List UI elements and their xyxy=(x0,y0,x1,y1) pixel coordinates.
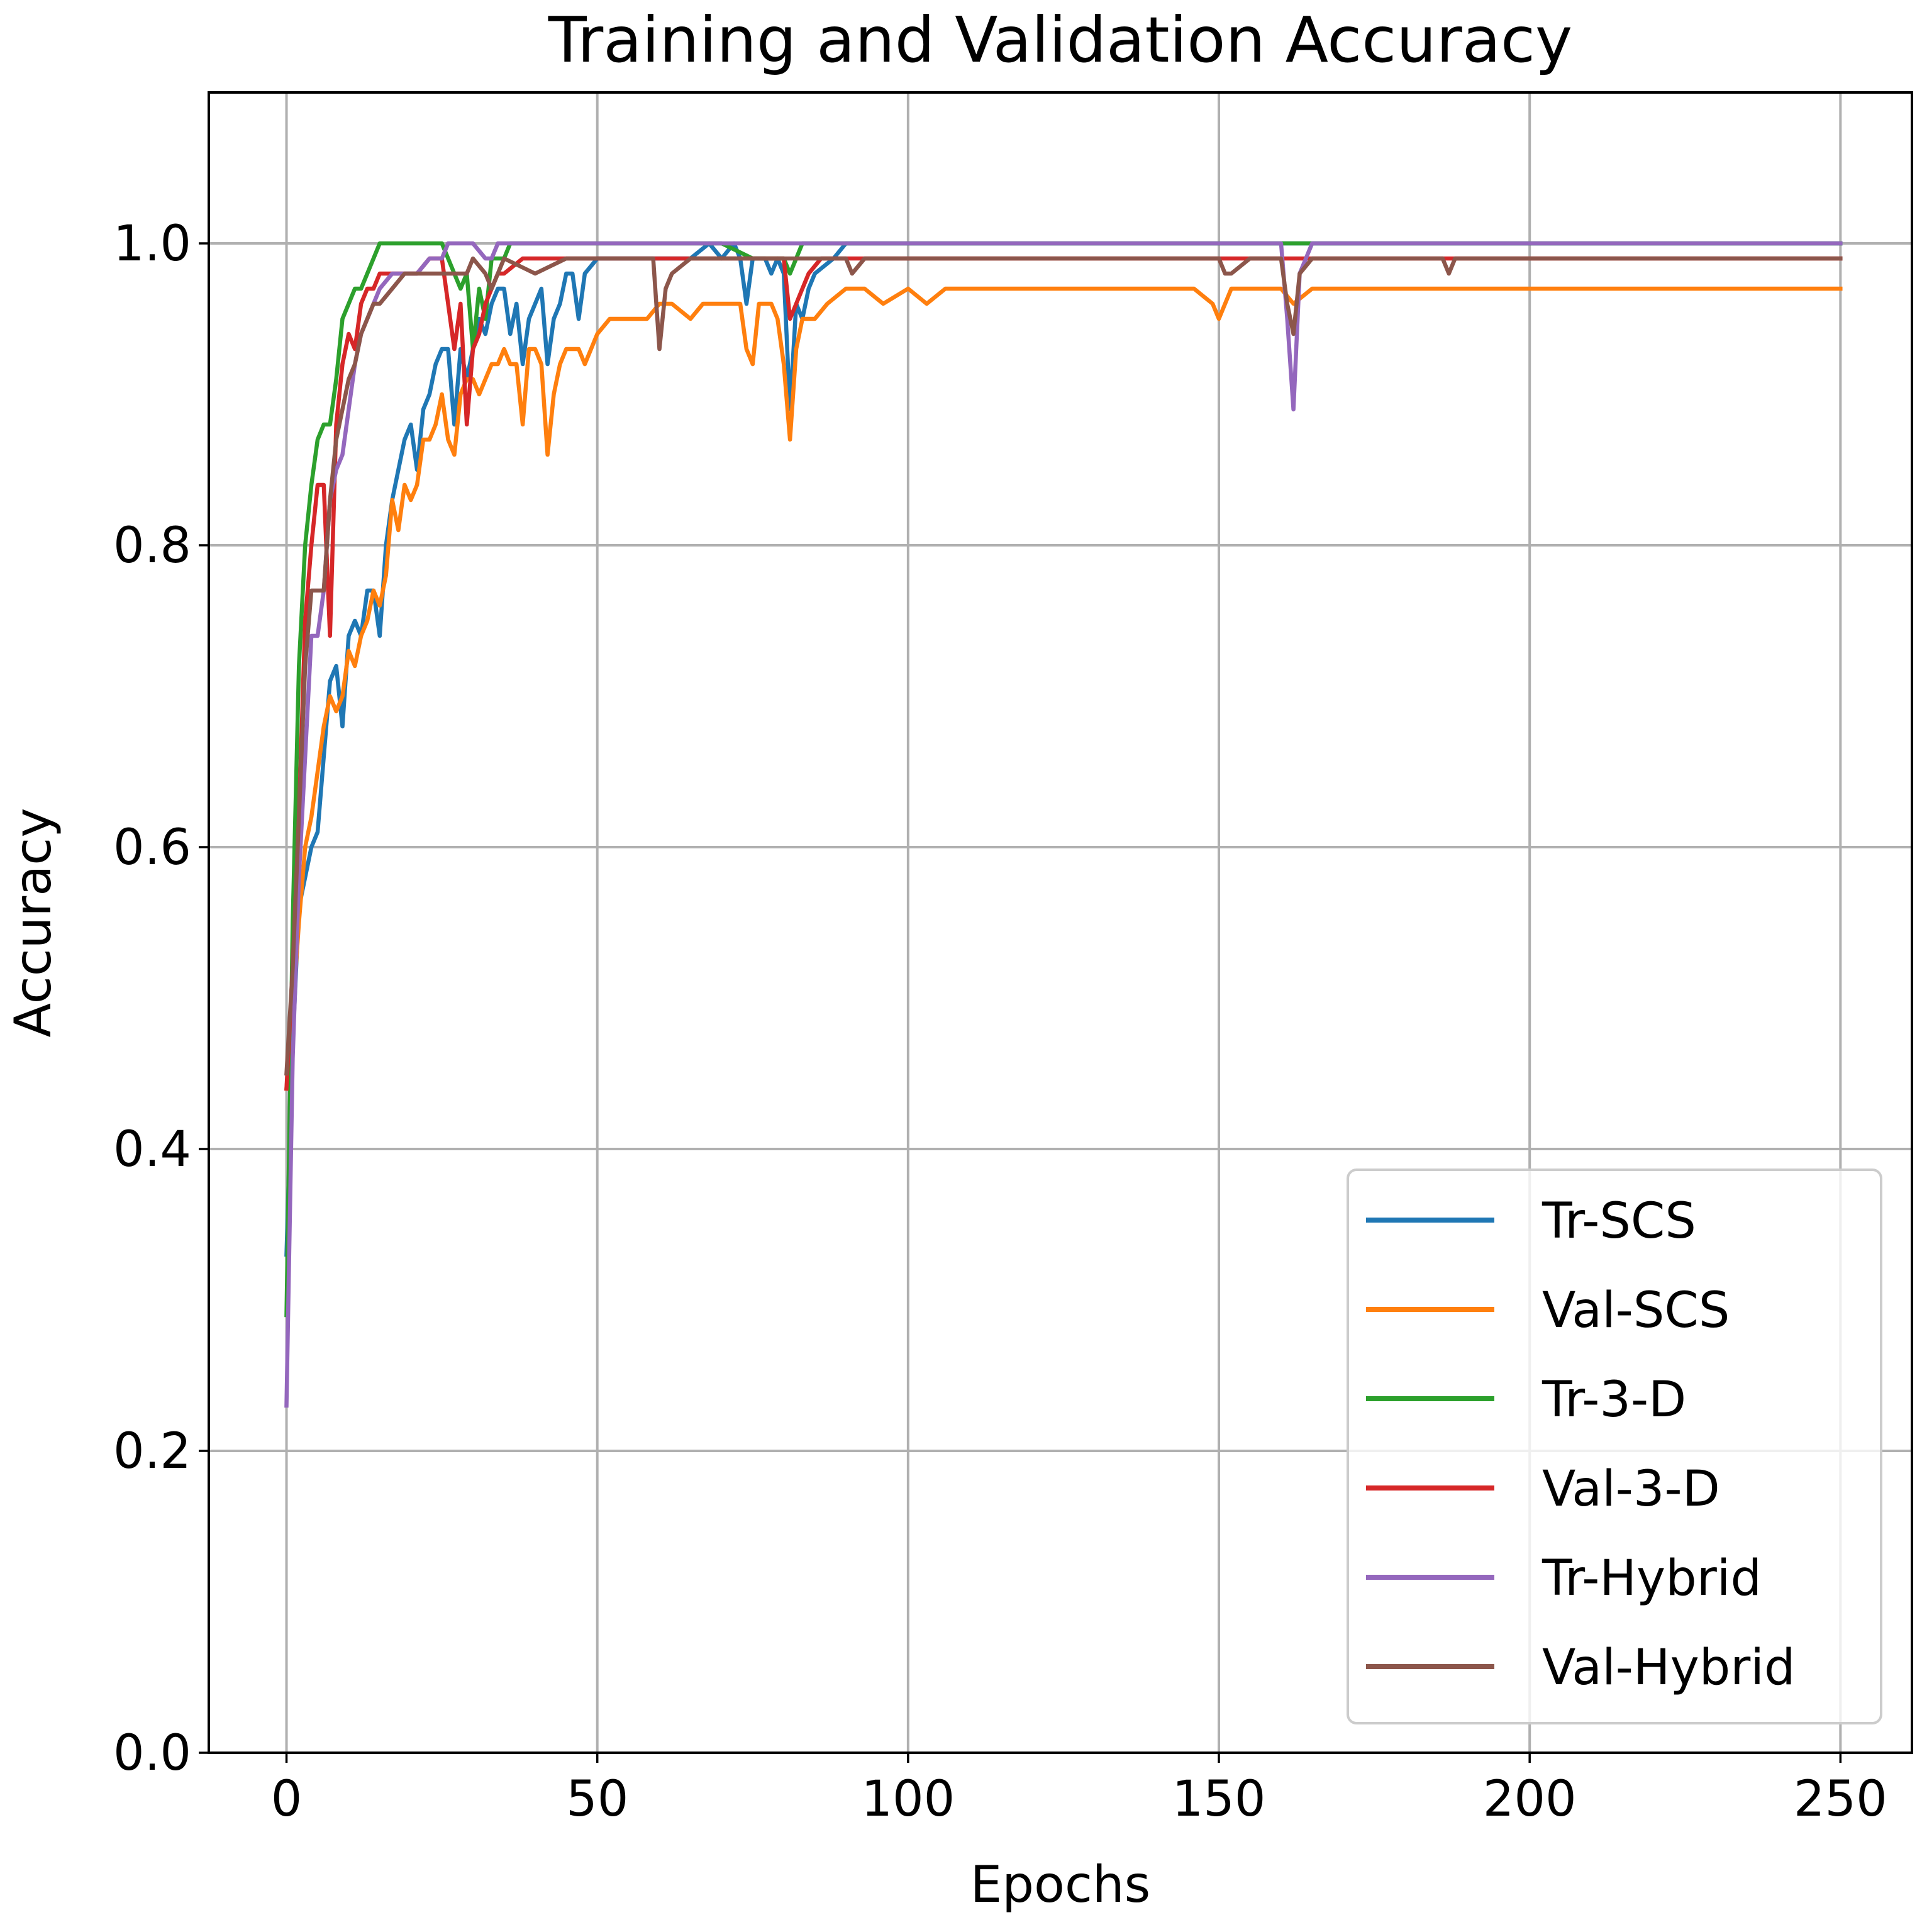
legend-label-val-hybrid: Val-Hybrid xyxy=(1542,1640,1796,1696)
legend-label-val-3-d: Val-3-D xyxy=(1542,1461,1720,1518)
y-tick-label: 1.0 xyxy=(113,216,191,272)
x-tick-label: 250 xyxy=(1794,1771,1887,1828)
y-tick-label: 0.6 xyxy=(113,819,191,876)
x-tick-label: 200 xyxy=(1483,1771,1577,1828)
x-tick-label: 50 xyxy=(566,1771,628,1828)
y-axis-label: Accuracy xyxy=(4,808,62,1037)
y-tick-label: 0.4 xyxy=(113,1121,191,1178)
axes-frame xyxy=(208,91,1913,1754)
series-line-tr-scs xyxy=(284,241,1843,1257)
series-line-val-scs xyxy=(284,286,1843,1091)
x-axis-ticks: 0 50 100 150 200 250 xyxy=(271,1753,1887,1828)
x-tick-label: 0 xyxy=(271,1771,303,1828)
y-tick-label: 0.8 xyxy=(113,518,191,574)
y-tick-label: 0.2 xyxy=(113,1423,191,1480)
legend-label-val-scs: Val-SCS xyxy=(1542,1282,1730,1339)
series-lines xyxy=(284,241,1843,1408)
legend-label-tr-hybrid: Tr-Hybrid xyxy=(1541,1550,1762,1607)
legend-label-tr-scs: Tr-SCS xyxy=(1541,1193,1696,1250)
grid xyxy=(209,92,1912,1754)
x-tick-label: 100 xyxy=(861,1771,955,1828)
legend: Tr-SCS Val-SCS Tr-3-D Val-3-D Tr-Hybrid Val-H… xyxy=(1347,1169,1882,1724)
legend-items: Tr-SCS Val-SCS Tr-3-D Val-3-D Tr-Hybrid Val-H… xyxy=(1366,1193,1796,1696)
y-tick-label: 0.0 xyxy=(113,1725,191,1782)
y-axis-ticks: 0.0 0.2 0.4 0.6 0.8 1.0 xyxy=(113,216,209,1782)
series-line-val-hybrid xyxy=(284,256,1843,1076)
x-axis-label: Epochs xyxy=(970,1855,1151,1914)
chart-title: Training and Validation Accuracy xyxy=(548,3,1572,77)
x-tick-label: 150 xyxy=(1172,1771,1266,1828)
legend-label-tr-3-d: Tr-3-D xyxy=(1541,1372,1686,1428)
